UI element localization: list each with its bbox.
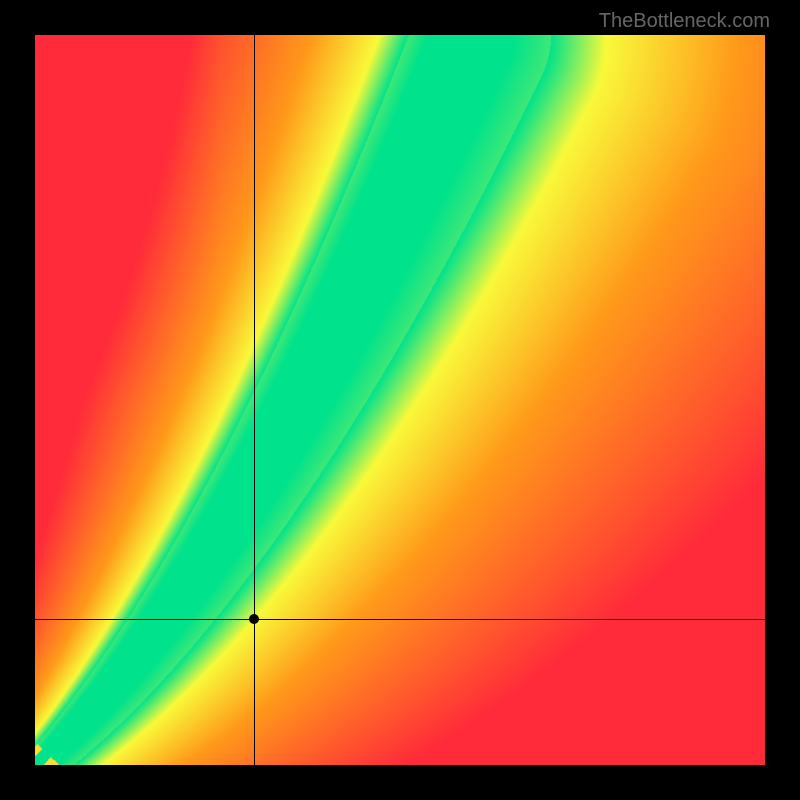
watermark-text: TheBottleneck.com: [599, 10, 770, 33]
crosshair-vertical: [254, 35, 255, 765]
heatmap-canvas: [35, 35, 765, 765]
plot-area: [35, 35, 765, 765]
crosshair-horizontal: [35, 619, 765, 620]
crosshair-marker: [249, 614, 259, 624]
